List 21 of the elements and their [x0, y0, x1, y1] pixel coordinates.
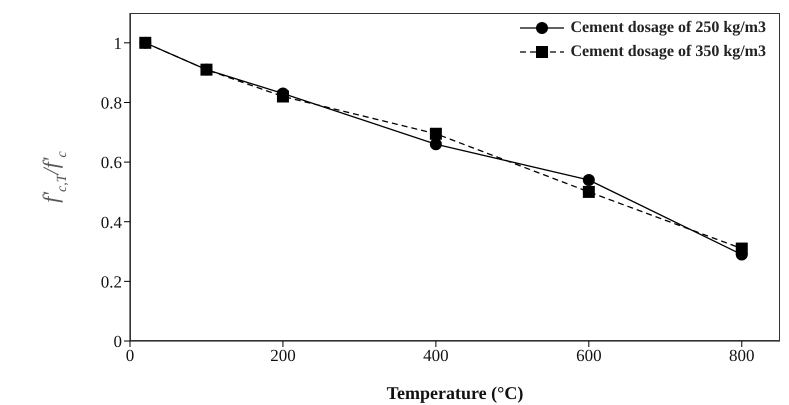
y-tick-label: 0.4: [100, 212, 122, 232]
y-tick-label: 0.8: [100, 93, 122, 112]
x-tick-label: 200: [270, 346, 296, 366]
point: [200, 64, 212, 76]
x-tick-label: 0: [126, 346, 134, 366]
point: [276, 90, 289, 102]
legend-label: Cement dosage of 250 kg/m3: [570, 19, 766, 37]
legend-label: Cement dosage of 350 kg/m3: [570, 43, 766, 61]
point: [582, 174, 595, 186]
x-axis-title: Temperature (°C): [386, 383, 524, 403]
point: [430, 128, 442, 140]
y-tick-label: 1: [114, 34, 122, 53]
point: [736, 242, 748, 255]
y-tick-label: 0.6: [100, 153, 122, 172]
x-tick-label: 400: [423, 346, 449, 366]
x-tick-label: 600: [576, 346, 602, 366]
y-tick-label: 0: [114, 332, 122, 352]
point: [139, 36, 152, 49]
point: [582, 186, 595, 198]
y-tick-label: 0.2: [100, 272, 122, 292]
x-tick-label: 800: [729, 346, 755, 366]
